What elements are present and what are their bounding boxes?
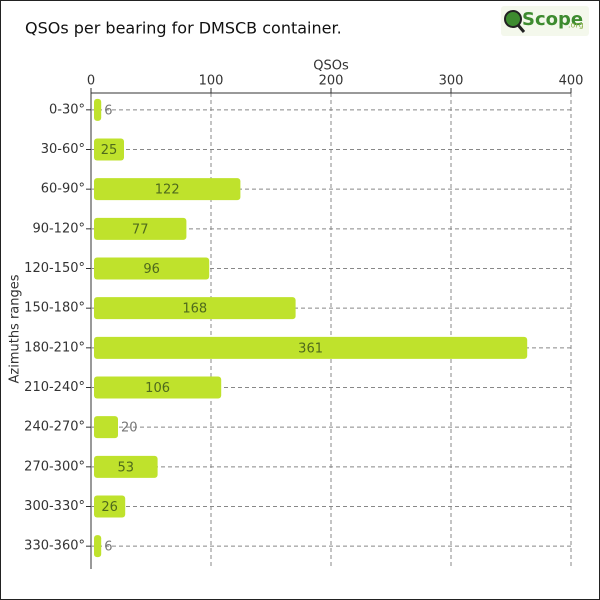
bar (94, 98, 102, 121)
data-label: 6 (104, 540, 112, 555)
y-tick-label: 30-60° (41, 142, 85, 157)
data-label: 53 (118, 460, 135, 475)
bar (94, 495, 126, 518)
data-label: 26 (101, 500, 118, 515)
data-label: 6 (104, 103, 112, 118)
x-tick-label: 200 (319, 74, 344, 89)
bar (94, 217, 187, 240)
y-tick-label: 60-90° (41, 182, 85, 197)
x-tick-label: 100 (199, 74, 224, 89)
bar (94, 376, 222, 399)
bar (94, 336, 528, 359)
y-axis-label: Azimuths ranges (8, 274, 23, 383)
bar (94, 178, 241, 201)
data-label: 122 (155, 183, 180, 198)
y-tick-label: 90-120° (32, 221, 85, 236)
y-tick-label: 270-300° (24, 459, 85, 474)
bar (94, 455, 158, 478)
data-label: 77 (132, 222, 149, 237)
data-label: 106 (145, 381, 170, 396)
y-tick-label: 300-330° (24, 499, 85, 514)
bar (94, 257, 210, 280)
bar (94, 297, 296, 320)
x-tick-label: 300 (439, 74, 464, 89)
data-label: 20 (121, 421, 138, 436)
y-tick-label: 150-180° (24, 301, 85, 316)
logo: Scope .org (501, 6, 589, 36)
data-label: 168 (182, 302, 207, 317)
y-tick-label: 0-30° (49, 102, 85, 117)
logo-bg (501, 6, 589, 36)
logo-icon (504, 10, 522, 28)
y-tick-label: 210-240° (24, 380, 85, 395)
data-label: 96 (143, 262, 160, 277)
x-tick-label: 400 (559, 74, 584, 89)
y-tick-label: 240-270° (24, 420, 85, 435)
bar (94, 138, 124, 161)
logo-handle (516, 24, 526, 33)
logo-suffix: .org (568, 21, 584, 30)
x-axis-label: QSOs (313, 59, 349, 74)
y-tick-label: 120-150° (24, 261, 85, 276)
logo-text: Scope (522, 9, 583, 30)
bar (94, 416, 118, 439)
data-label: 361 (298, 341, 323, 356)
chart-title: QSOs per bearing for DMSCB container. (25, 19, 342, 38)
y-tick-label: 180-210° (24, 340, 85, 355)
data-label: 25 (101, 143, 118, 158)
x-tick-label: 0 (87, 74, 95, 89)
bar (94, 535, 102, 558)
y-tick-label: 330-360° (24, 539, 85, 554)
